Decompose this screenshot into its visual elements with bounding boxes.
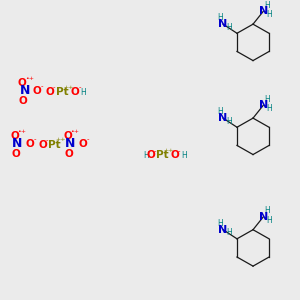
Text: H: H	[226, 23, 232, 32]
Text: H: H	[264, 94, 270, 103]
Text: -: -	[178, 148, 181, 154]
Text: -: -	[78, 84, 81, 90]
Text: O: O	[18, 79, 27, 88]
Text: ++: ++	[55, 137, 66, 142]
Text: •+: •+	[25, 76, 34, 81]
Text: O: O	[11, 149, 20, 159]
Text: O: O	[11, 131, 19, 141]
Text: O: O	[33, 86, 41, 96]
Text: -: -	[41, 83, 43, 89]
Text: O: O	[46, 87, 54, 97]
Text: N: N	[20, 84, 30, 97]
Text: O: O	[64, 131, 72, 141]
Text: H: H	[217, 219, 223, 228]
Text: O: O	[25, 139, 34, 149]
Text: H: H	[80, 88, 86, 97]
Text: ++: ++	[163, 148, 174, 153]
Text: -: -	[86, 136, 89, 142]
Text: N: N	[12, 137, 22, 150]
Text: O: O	[78, 139, 87, 149]
Text: O: O	[38, 140, 47, 150]
Text: H: H	[226, 117, 232, 126]
Text: -: -	[53, 85, 56, 91]
Text: H: H	[181, 151, 187, 160]
Text: H: H	[266, 10, 272, 19]
Text: N: N	[65, 137, 76, 150]
Text: H: H	[226, 229, 232, 238]
Text: •+: •+	[70, 129, 80, 134]
Text: N: N	[259, 6, 268, 16]
Text: H: H	[266, 104, 272, 113]
Text: H: H	[217, 13, 223, 22]
Text: -: -	[154, 148, 156, 154]
Text: O: O	[64, 149, 73, 159]
Text: H: H	[143, 151, 149, 160]
Text: N: N	[218, 19, 228, 29]
Text: N: N	[218, 225, 228, 235]
Text: -: -	[33, 136, 36, 142]
Text: -: -	[45, 137, 48, 143]
Text: O: O	[146, 150, 155, 161]
Text: ++: ++	[63, 85, 74, 89]
Text: Pt: Pt	[47, 140, 60, 150]
Text: N: N	[218, 113, 228, 123]
Text: H: H	[217, 107, 223, 116]
Text: Pt: Pt	[56, 87, 68, 97]
Text: H: H	[266, 216, 272, 225]
Text: O: O	[170, 150, 179, 161]
Text: N: N	[259, 100, 268, 110]
Text: Pt: Pt	[156, 150, 168, 161]
Text: O: O	[19, 96, 28, 106]
Text: H: H	[264, 1, 270, 10]
Text: O: O	[71, 87, 80, 97]
Text: H: H	[264, 206, 270, 215]
Text: •+: •+	[17, 129, 26, 134]
Text: N: N	[259, 212, 268, 222]
